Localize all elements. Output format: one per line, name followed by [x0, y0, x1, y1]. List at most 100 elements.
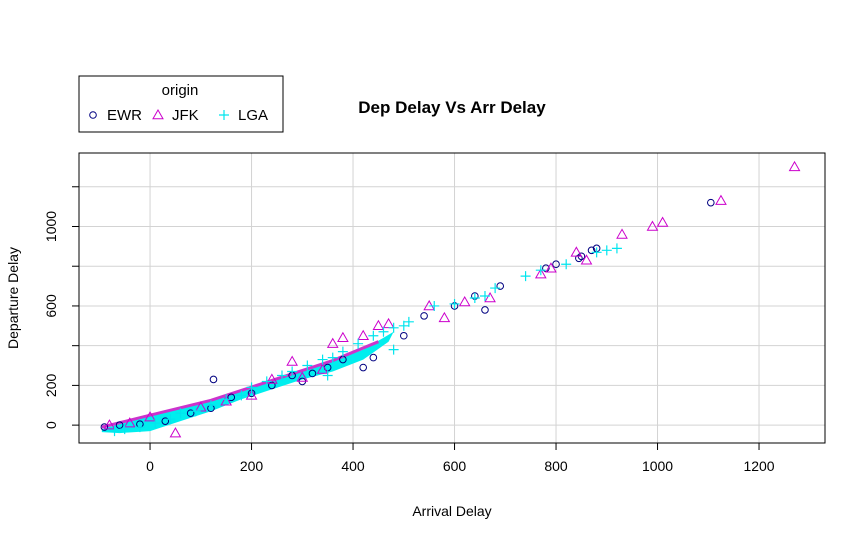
point-ewr [227, 393, 236, 402]
point-ewr [186, 409, 195, 418]
legend-title: origin [162, 82, 199, 99]
point-jfk [570, 246, 583, 257]
point-lga [221, 394, 232, 405]
point-lga [175, 408, 186, 419]
point-lga [611, 243, 622, 254]
point-jfk [326, 337, 339, 348]
x-tick-label: 200 [240, 458, 264, 474]
point-lga [429, 300, 440, 311]
point-ewr [369, 353, 378, 362]
point-lga [378, 326, 389, 337]
point-lga [276, 370, 287, 381]
x-tick-label: 600 [443, 458, 467, 474]
point-lga [561, 259, 572, 270]
point-lga [535, 265, 546, 276]
point-ewr [575, 254, 583, 263]
y-axis: 0 200 600 1000 [43, 186, 79, 429]
legend-marker-ewr [89, 111, 97, 119]
point-ewr [161, 417, 170, 425]
y-tick-label: 1000 [43, 211, 59, 242]
legend-label-ewr: EWR [107, 107, 142, 124]
point-ewr [587, 246, 596, 255]
point-jfk [788, 160, 801, 172]
point-jfk [580, 254, 593, 265]
legend-label-lga: LGA [238, 107, 268, 124]
point-jfk [646, 220, 659, 231]
point-jfk [220, 395, 233, 406]
point-jfk [372, 319, 385, 331]
point-lga [302, 360, 313, 371]
point-lga [109, 426, 120, 437]
point-ewr [115, 421, 124, 429]
point-lga [601, 245, 612, 256]
gridlines [79, 153, 825, 443]
point-jfk [144, 411, 156, 422]
point-jfk [337, 331, 349, 342]
point-ewr [209, 375, 218, 384]
x-tick-label: 1000 [642, 458, 673, 474]
point-jfk [296, 371, 309, 382]
point-jfk [316, 363, 329, 374]
point-lga [388, 344, 399, 355]
point-lga [165, 414, 176, 425]
point-lga [190, 406, 201, 417]
point-ewr [308, 369, 317, 378]
legend-label-jfk: JFK [172, 107, 199, 124]
point-jfk [103, 419, 116, 430]
point-jfk [656, 216, 669, 227]
point-ewr [268, 381, 276, 390]
point-lga [322, 370, 333, 381]
point-ewr [399, 331, 408, 340]
point-ewr [552, 260, 560, 269]
point-lga [353, 338, 364, 349]
point-jfk [484, 291, 496, 303]
point-lga [368, 330, 379, 341]
x-tick-label: 0 [146, 458, 154, 474]
point-jfk [123, 417, 136, 428]
point-lga [317, 354, 328, 365]
x-axis: 0 200 400 600 800 1000 1200 [146, 442, 775, 474]
legend-box [78, 75, 284, 133]
y-tick-label: 0 [43, 421, 59, 429]
y-axis-title: Departure Delay [5, 247, 21, 349]
point-jfk [423, 299, 436, 311]
legend-marker-jfk [152, 108, 164, 120]
point-jfk [715, 194, 727, 205]
point-jfk [169, 427, 182, 438]
point-lga [388, 322, 399, 333]
point-lga [520, 271, 531, 282]
point-jfk [458, 295, 471, 307]
x-tick-label: 1200 [743, 458, 774, 474]
point-lga [327, 352, 338, 363]
point-jfk [545, 262, 557, 273]
point-lga [337, 346, 348, 357]
dense-point-cluster [101, 331, 394, 434]
point-jfk [534, 268, 547, 279]
point-lga [479, 291, 490, 302]
point-lga [236, 390, 247, 401]
point-ewr [100, 423, 109, 431]
dense-point-edge [101, 340, 379, 429]
point-lga [150, 418, 161, 429]
point-jfk [245, 389, 258, 400]
point-lga [591, 247, 602, 258]
x-tick-label: 400 [341, 458, 365, 474]
point-jfk [194, 401, 207, 412]
data-points [100, 160, 801, 438]
plot-frame [78, 152, 826, 444]
point-jfk [616, 228, 628, 239]
point-lga [119, 424, 130, 435]
point-lga [134, 422, 145, 433]
point-lga [449, 298, 460, 309]
point-lga [287, 366, 298, 377]
point-lga [398, 320, 409, 331]
point-jfk [382, 317, 395, 329]
point-ewr [420, 312, 428, 320]
point-lga [403, 316, 414, 327]
legend-marker-lga [219, 110, 229, 120]
point-ewr [359, 363, 367, 372]
point-ewr [496, 282, 505, 290]
y-tick-label: 200 [43, 374, 59, 398]
point-jfk [438, 311, 451, 323]
y-tick-label: 600 [43, 294, 59, 318]
